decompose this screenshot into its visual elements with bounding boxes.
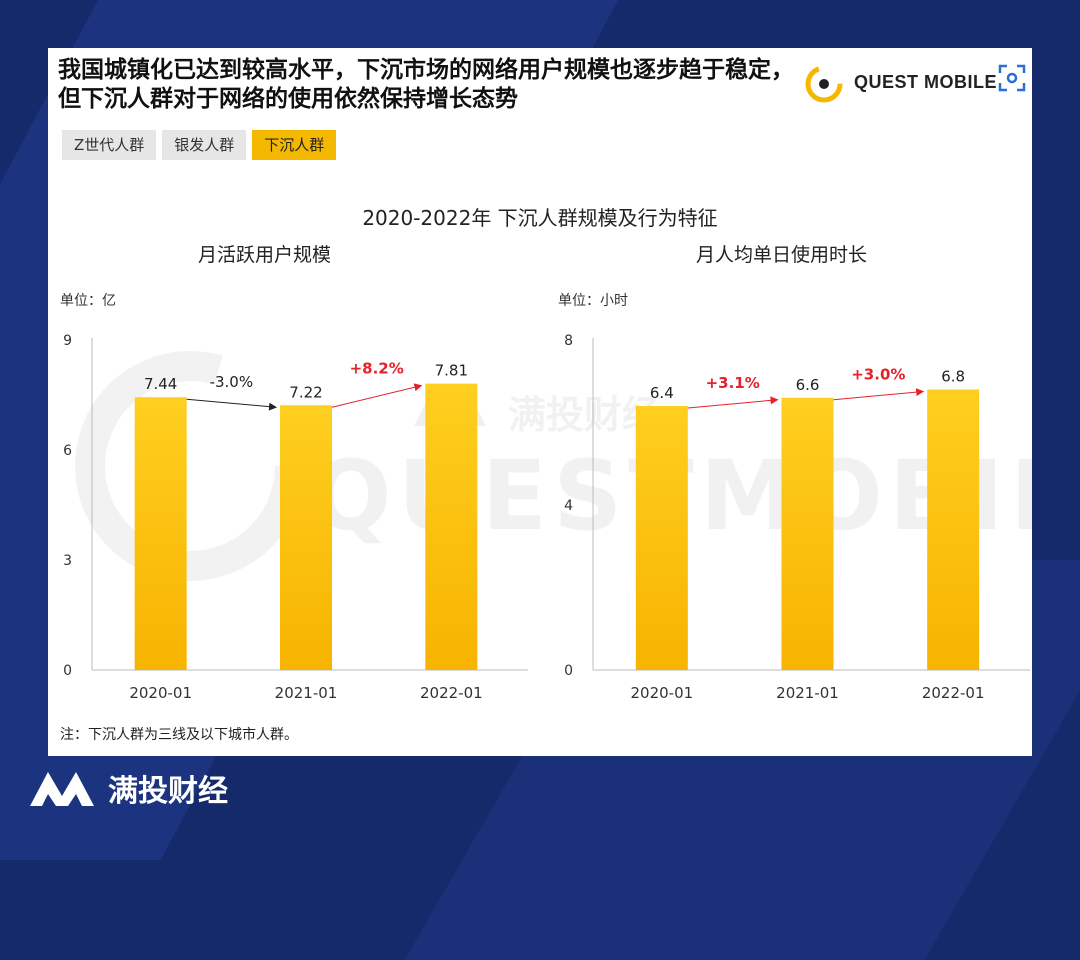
- y-tick-label: 8: [564, 333, 573, 349]
- footer-name: 满投财经: [108, 774, 228, 809]
- y-tick-label: 4: [564, 498, 573, 514]
- footer-logo-icon: [30, 772, 94, 806]
- logo-text: QUEST MOBILE: [854, 72, 998, 92]
- tab-silver-generation[interactable]: 银发人群: [162, 130, 247, 160]
- bar: [280, 405, 332, 670]
- bar: [134, 397, 187, 670]
- x-tick-label: 2021-01: [275, 684, 338, 702]
- x-tick-label: 2020-01: [630, 684, 693, 702]
- tab-z-generation[interactable]: Z世代人群: [62, 130, 157, 160]
- right-bar-chart: 0 4 8 6.4 2020-01 6.6 2021-01 6.8 2022-01 +3.1% +3…: [564, 333, 1030, 702]
- bar: [635, 406, 688, 670]
- headline: 我国城镇化已达到较高水平，下沉市场的网络用户规模也逐步趋于稳定，但下沉人群对于网…: [58, 57, 794, 112]
- bar-value-label: 7.81: [435, 362, 468, 380]
- x-tick-label: 2022-01: [922, 684, 985, 702]
- footer-brand: 满投财经: [28, 766, 228, 810]
- watermark-name: 满投财经: [508, 393, 661, 437]
- change-arrow: [687, 396, 779, 409]
- report-panel: 我国城镇化已达到较高水平，下沉市场的网络用户规模也逐步趋于稳定，但下沉人群对于网…: [48, 48, 1032, 756]
- y-tick-label: 9: [63, 333, 72, 349]
- group-tabs: Z世代人群 银发人群 下沉人群: [62, 130, 337, 160]
- change-label: +3.0%: [851, 366, 905, 384]
- questmobile-logo: QUEST MOBILE: [800, 58, 1026, 110]
- bar: [425, 383, 478, 670]
- x-tick-label: 2020-01: [129, 684, 192, 702]
- tab-lower-tier[interactable]: 下沉人群: [252, 130, 337, 160]
- bar-value-label: 6.4: [650, 384, 674, 402]
- chart-title: 2020-2022年 下沉人群规模及行为特征: [362, 206, 718, 230]
- change-label: -3.0%: [210, 373, 254, 391]
- x-tick-label: 2021-01: [776, 684, 839, 702]
- y-tick-label: 6: [63, 443, 72, 459]
- questmobile-mark-icon: [805, 65, 843, 103]
- change-arrow: [833, 388, 925, 401]
- charts-canvas: 0 3 6 9 7.44 2020-01 7.22 2021-01 7.81 2022-01 -3.…: [63, 333, 1030, 702]
- y-tick-label: 0: [564, 663, 573, 679]
- change-arrow: [186, 398, 277, 411]
- left-chart-subtitle: 月活跃用户规模: [198, 244, 332, 266]
- y-tick-label: 3: [63, 553, 72, 569]
- right-chart-subtitle: 月人均单日使用时长: [696, 244, 868, 266]
- change-label: +3.1%: [706, 374, 760, 392]
- bar-value-label: 6.6: [796, 376, 820, 394]
- right-unit-label: 单位：小时: [558, 293, 628, 309]
- change-label: +8.2%: [350, 360, 404, 378]
- bar: [927, 389, 980, 670]
- bar-value-label: 7.44: [144, 375, 177, 393]
- bar: [781, 397, 834, 670]
- footnote: 注：下沉人群为三线及以下城市人群。: [60, 727, 298, 743]
- change-arrow: [331, 383, 423, 408]
- left-bar-chart: 0 3 6 9 7.44 2020-01 7.22 2021-01 7.81 2022-01 -3.…: [63, 333, 528, 702]
- bar-value-label: 7.22: [289, 383, 322, 401]
- bar-value-label: 6.8: [941, 368, 965, 386]
- y-tick-label: 0: [63, 663, 72, 679]
- x-tick-label: 2022-01: [420, 684, 483, 702]
- scan-icon: [998, 64, 1026, 92]
- left-unit-label: 单位：亿: [60, 293, 116, 309]
